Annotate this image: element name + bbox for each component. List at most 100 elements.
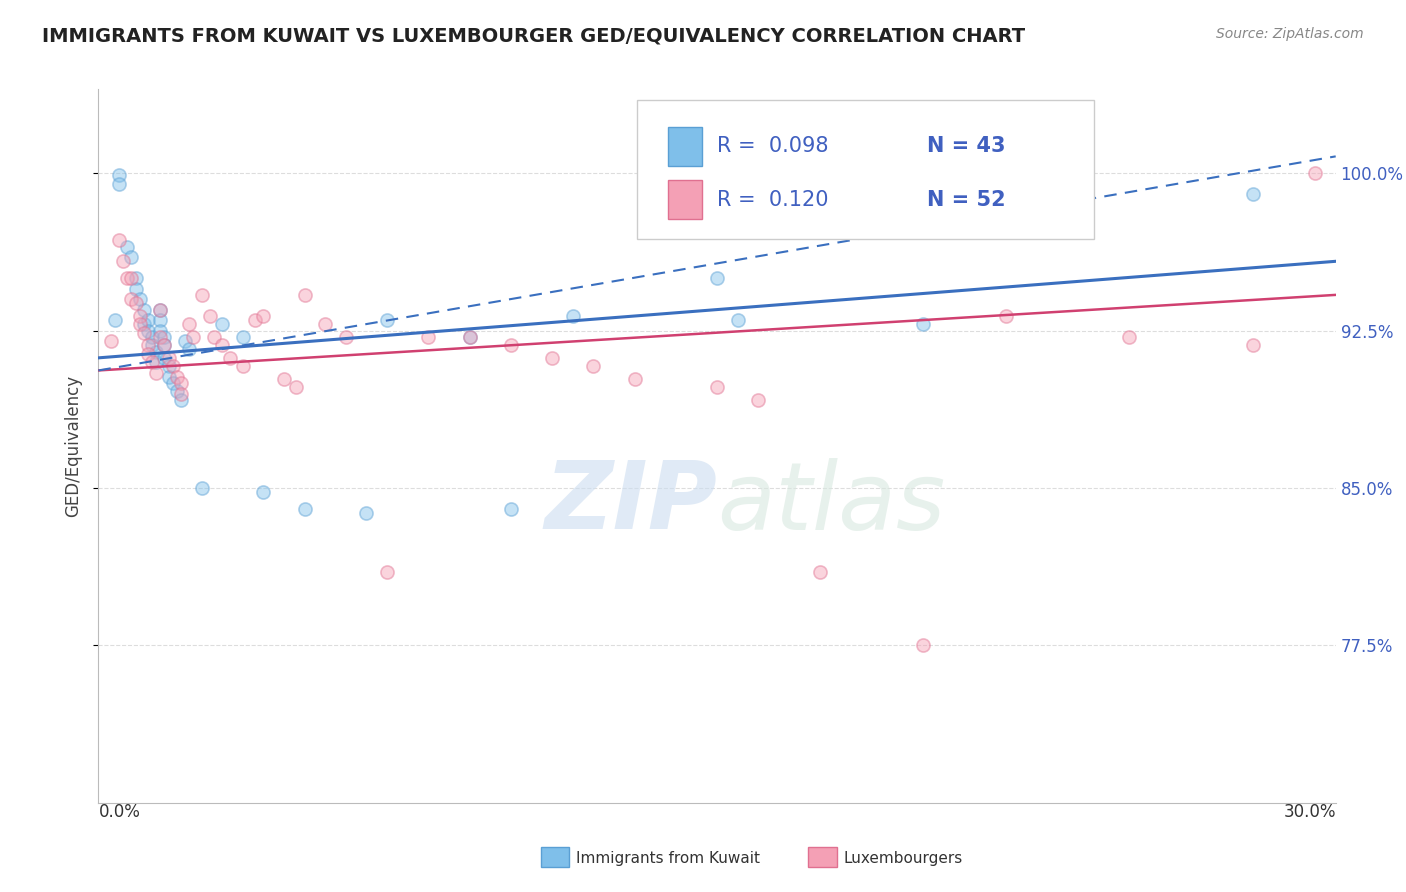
Point	[912, 639, 935, 653]
Point	[375, 313, 398, 327]
Point	[211, 338, 233, 352]
Point	[181, 330, 204, 344]
Text: Luxembourgers: Luxembourgers	[844, 851, 963, 865]
Point	[132, 318, 155, 332]
Bar	[668, 127, 702, 166]
Point	[157, 351, 180, 365]
Point	[153, 351, 176, 365]
Point	[623, 372, 645, 386]
Point	[100, 334, 122, 348]
Point	[747, 392, 769, 407]
Point	[153, 338, 176, 352]
Point	[141, 355, 163, 369]
Point	[994, 309, 1017, 323]
Y-axis label: GED/Equivalency: GED/Equivalency	[65, 375, 83, 517]
Point	[117, 271, 139, 285]
Point	[458, 330, 481, 344]
Point	[128, 309, 150, 323]
Text: R =  0.098: R = 0.098	[717, 136, 828, 156]
Bar	[668, 180, 702, 219]
Text: atlas: atlas	[717, 458, 945, 549]
Point	[120, 271, 142, 285]
Point	[335, 330, 357, 344]
Point	[1303, 166, 1326, 180]
Text: R =  0.120: R = 0.120	[717, 190, 828, 210]
Point	[108, 168, 131, 182]
Point	[166, 384, 188, 399]
Point	[1241, 187, 1264, 202]
Point	[179, 343, 201, 357]
FancyBboxPatch shape	[637, 100, 1094, 239]
Text: N = 52: N = 52	[928, 190, 1007, 210]
Point	[561, 309, 583, 323]
Point	[136, 346, 159, 360]
Point	[219, 351, 242, 365]
Point	[706, 271, 728, 285]
Point	[153, 338, 176, 352]
Point	[198, 309, 221, 323]
Point	[285, 380, 308, 394]
Point	[136, 313, 159, 327]
Point	[124, 271, 146, 285]
Point	[727, 313, 749, 327]
Point	[418, 330, 440, 344]
Point	[211, 318, 233, 332]
Point	[128, 318, 150, 332]
Point	[170, 386, 193, 401]
Point	[128, 292, 150, 306]
Point	[108, 233, 131, 247]
Point	[145, 355, 167, 369]
Point	[541, 351, 564, 365]
Point	[232, 330, 254, 344]
Point	[202, 330, 225, 344]
Point	[149, 313, 172, 327]
Point	[1118, 330, 1140, 344]
Point	[582, 359, 605, 374]
Text: 30.0%: 30.0%	[1284, 803, 1336, 821]
Point	[190, 481, 212, 495]
Point	[145, 344, 167, 359]
Point	[153, 330, 176, 344]
Point	[149, 330, 172, 344]
Point	[179, 318, 201, 332]
Point	[808, 565, 831, 579]
Point	[124, 296, 146, 310]
Point	[136, 324, 159, 338]
Point	[149, 324, 172, 338]
Text: 0.0%: 0.0%	[98, 803, 141, 821]
Point	[145, 366, 167, 380]
Point	[294, 502, 316, 516]
Point	[141, 338, 163, 352]
Point	[190, 288, 212, 302]
Point	[149, 302, 172, 317]
Point	[706, 380, 728, 394]
Point	[124, 282, 146, 296]
Point	[120, 250, 142, 264]
Text: N = 43: N = 43	[928, 136, 1005, 156]
Text: IMMIGRANTS FROM KUWAIT VS LUXEMBOURGER GED/EQUIVALENCY CORRELATION CHART: IMMIGRANTS FROM KUWAIT VS LUXEMBOURGER G…	[42, 27, 1025, 45]
Point	[157, 359, 180, 374]
Point	[141, 330, 163, 344]
Point	[117, 239, 139, 253]
Point	[243, 313, 266, 327]
Point	[499, 502, 522, 516]
Point	[499, 338, 522, 352]
Point	[170, 392, 193, 407]
Point	[162, 376, 184, 390]
Text: ZIP: ZIP	[544, 457, 717, 549]
Point	[120, 292, 142, 306]
Point	[112, 254, 135, 268]
Point	[232, 359, 254, 374]
Point	[294, 288, 316, 302]
Point	[166, 369, 188, 384]
Point	[132, 326, 155, 340]
Point	[252, 485, 274, 500]
Point	[273, 372, 295, 386]
Point	[108, 177, 131, 191]
Text: Source: ZipAtlas.com: Source: ZipAtlas.com	[1216, 27, 1364, 41]
Point	[162, 359, 184, 374]
Point	[136, 338, 159, 352]
Point	[912, 318, 935, 332]
Point	[149, 302, 172, 317]
Point	[252, 309, 274, 323]
